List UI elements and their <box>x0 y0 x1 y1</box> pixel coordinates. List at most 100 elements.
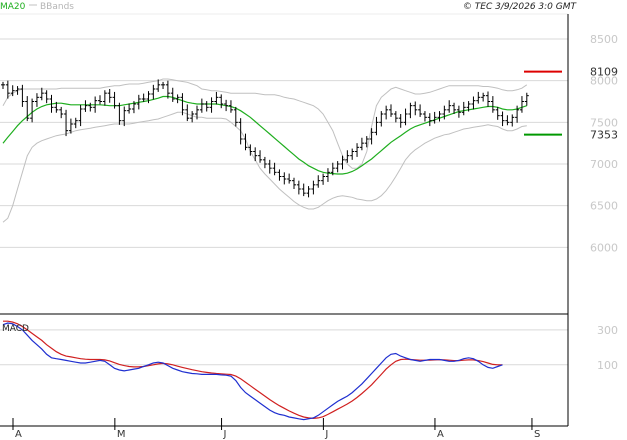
price-bar <box>403 108 408 126</box>
price-bar <box>224 99 229 112</box>
price-bar <box>296 180 301 195</box>
price-bar <box>219 94 224 109</box>
price-bar <box>107 89 112 103</box>
price-bar <box>1 81 5 89</box>
price-bar <box>432 111 437 124</box>
price-bar <box>59 106 64 119</box>
price-bar <box>301 183 306 197</box>
price-bar <box>68 118 73 134</box>
price-y-tick-label: 6000 <box>590 241 618 254</box>
price-y-tick-labels: 6000 6500 7000 7500 8000 8500 <box>590 33 618 254</box>
price-y-tick-label: 8000 <box>590 75 618 88</box>
resistance-label: 8109 <box>590 66 618 79</box>
price-panel: 6000 6500 7000 7500 8000 8500 8109 7353 <box>0 13 618 315</box>
price-bar <box>233 106 238 127</box>
price-bar <box>316 175 321 188</box>
price-bar <box>471 96 476 110</box>
price-bar <box>486 91 490 107</box>
price-bar <box>88 102 93 112</box>
price-bar <box>335 161 340 173</box>
price-bar <box>476 91 481 104</box>
price-bar <box>510 114 515 127</box>
price-bar <box>209 97 214 113</box>
signal-line <box>3 320 503 420</box>
price-levels: 8109 7353 <box>524 66 618 142</box>
x-tick-label: A <box>15 429 22 440</box>
price-bar <box>490 96 495 113</box>
price-bar <box>195 105 199 120</box>
x-tick-label: J <box>223 429 227 440</box>
macd-panel-title: MACD <box>2 324 29 334</box>
macd-y-tick-labels: 100 300 <box>597 324 618 372</box>
price-bar <box>495 106 500 120</box>
price-bar <box>524 92 529 106</box>
price-bar <box>102 90 107 106</box>
price-bar <box>146 91 151 104</box>
price-bar <box>262 156 267 169</box>
bbands-legend-label: BBands <box>40 2 74 12</box>
price-bar <box>180 93 185 116</box>
price-bar <box>199 98 204 113</box>
price-y-tick-label: 6500 <box>590 200 618 213</box>
price-bar <box>112 91 117 109</box>
price-bar <box>282 172 287 185</box>
price-bar <box>398 114 403 128</box>
price-bar <box>54 101 59 113</box>
price-bar <box>170 87 175 102</box>
support-label: 7353 <box>590 129 618 142</box>
price-bar <box>422 111 427 122</box>
price-bar <box>393 111 398 123</box>
price-bar <box>156 79 161 92</box>
price-bar <box>141 93 146 102</box>
bbands-upper-line <box>2 78 528 169</box>
price-bar <box>238 118 243 145</box>
price-bar <box>413 101 418 116</box>
price-bar <box>49 94 54 113</box>
price-bar <box>25 96 30 122</box>
price-bar <box>287 173 292 184</box>
price-bar <box>355 143 360 157</box>
price-bar <box>122 106 127 127</box>
price-bar <box>117 102 122 125</box>
price-bar <box>384 105 389 120</box>
bbands-lower-line <box>2 111 527 223</box>
price-bar <box>500 111 505 127</box>
price-bar <box>306 186 311 198</box>
macd-y-tick-label: 300 <box>597 324 618 337</box>
price-bar <box>272 162 277 176</box>
price-y-tick-label: 7500 <box>590 116 618 129</box>
price-bar <box>161 81 166 89</box>
price-bar <box>267 159 272 174</box>
price-y-tick-label: 8500 <box>590 33 618 46</box>
price-bar <box>131 101 136 114</box>
price-bar <box>481 92 486 102</box>
price-bar <box>5 80 10 99</box>
price-bar <box>10 85 15 97</box>
price-bar <box>253 147 258 162</box>
x-tick-label: M <box>117 429 126 440</box>
copyright-label: © TEC 3/9/2026 3:0 GMT <box>463 2 578 12</box>
price-bar <box>292 177 296 189</box>
price-bar <box>325 168 330 182</box>
price-bar <box>277 169 282 181</box>
price-bar <box>379 111 384 127</box>
price-bar <box>151 84 156 100</box>
price-bar <box>185 104 190 122</box>
price-bar <box>78 104 83 127</box>
price-bar <box>30 98 35 123</box>
price-bar <box>345 150 350 163</box>
price-bar <box>136 94 141 110</box>
price-bar <box>447 100 452 113</box>
price-bar <box>427 113 432 127</box>
price-bar <box>452 102 457 114</box>
price-bar <box>515 105 520 123</box>
price-bar <box>418 104 423 117</box>
price-bar <box>83 100 88 112</box>
macd-gridlines <box>0 329 568 366</box>
price-bar <box>204 101 209 112</box>
macd-y-tick-label: 100 <box>597 359 618 372</box>
price-bar <box>442 105 447 120</box>
price-bar <box>165 80 170 99</box>
price-bar <box>228 100 233 113</box>
